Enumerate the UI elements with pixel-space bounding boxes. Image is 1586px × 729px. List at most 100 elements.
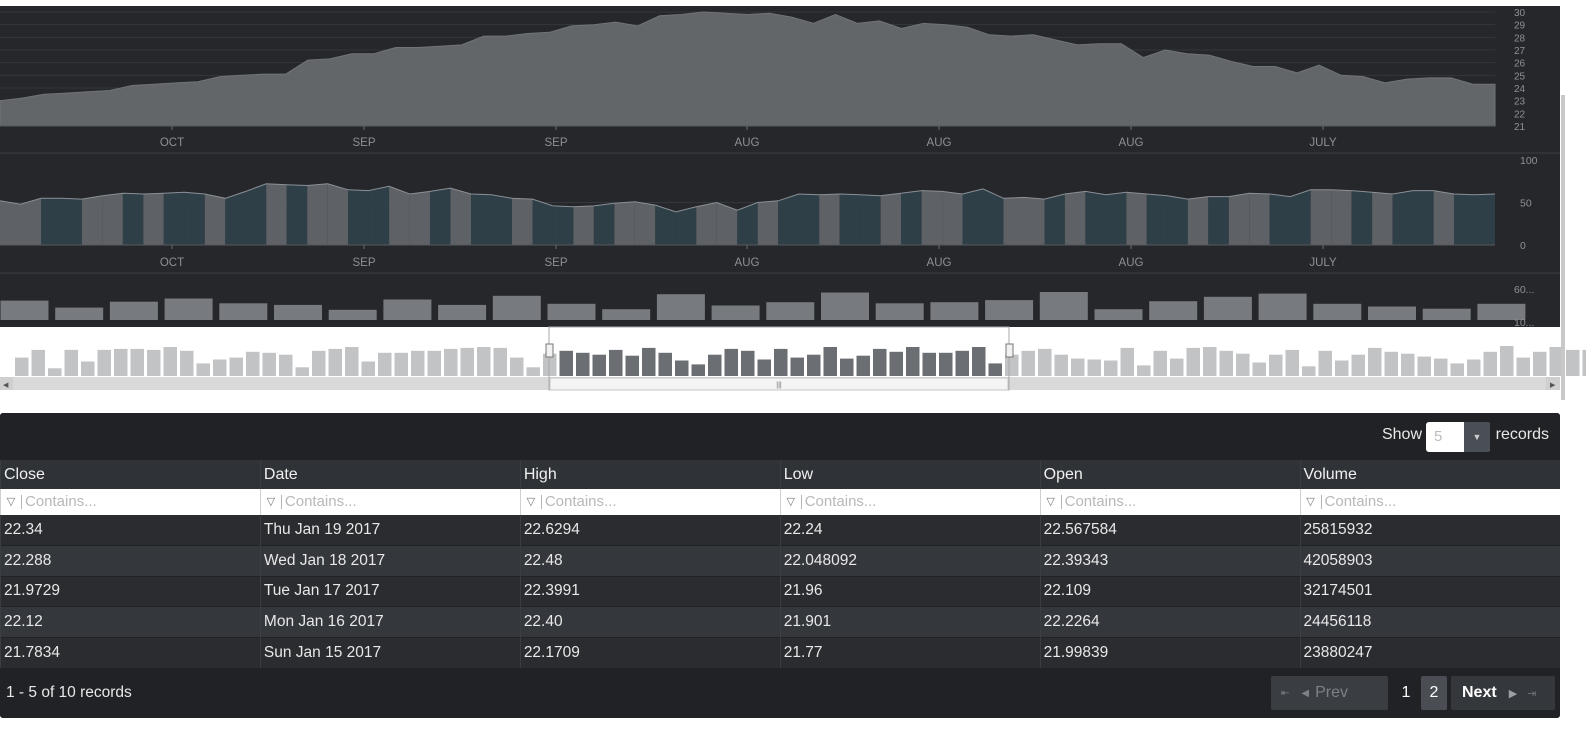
navigator-bar [1021, 350, 1035, 376]
indicator-segment [1351, 190, 1373, 245]
price-y-tick-label: 30 [1514, 8, 1526, 19]
cell-high: 22.1709 [519, 636, 781, 668]
records-table: Close Date High Low Open Volume ▽ Contain… [0, 460, 1560, 668]
navigator-bar [1351, 354, 1365, 376]
navigator-bar [675, 360, 689, 376]
table-row[interactable]: 22.288 Wed Jan 18 2017 22.48 22.048092 2… [0, 545, 1560, 577]
volume-bar [1368, 306, 1416, 320]
column-header-date[interactable]: Date [259, 460, 521, 489]
navigator-bar [295, 367, 309, 376]
page-size-value[interactable]: 5 [1434, 428, 1443, 445]
navigator-bar [1533, 351, 1547, 376]
filter-high[interactable]: ▽ Contains... [519, 489, 781, 516]
filter-low[interactable]: ▽ Contains... [779, 489, 1041, 516]
filter-date[interactable]: ▽ Contains... [259, 489, 521, 516]
indicator-segment [245, 183, 267, 245]
navigator-bar [1318, 350, 1332, 376]
column-header-low[interactable]: Low [779, 460, 1041, 489]
cell-low: 21.96 [779, 575, 1041, 607]
page-1-button[interactable]: 1 [1401, 684, 1411, 701]
prev-arrow-icon[interactable]: ◀ [1301, 687, 1310, 699]
cell-volume: 42058903 [1299, 545, 1560, 577]
navigator-bar [477, 347, 491, 376]
navigator-bar [1153, 350, 1167, 376]
filter-placeholder[interactable]: Contains... [1324, 493, 1397, 511]
filter-icon[interactable]: ▽ [1306, 496, 1315, 509]
column-header-volume[interactable]: Volume [1299, 460, 1560, 489]
navigator-bar [1269, 354, 1283, 376]
indicator-x-tick-label: OCT [160, 257, 184, 269]
indicator-x-tick-label: JULY [1309, 257, 1337, 269]
column-header-close[interactable]: Close [0, 460, 261, 489]
filter-volume[interactable]: ▽ Contains... [1299, 489, 1560, 516]
last-page-icon[interactable]: ⇥ [1527, 687, 1537, 700]
prev-label[interactable]: Prev [1315, 684, 1348, 701]
cell-volume: 32174501 [1299, 575, 1560, 607]
filter-placeholder[interactable]: Contains... [1064, 493, 1137, 511]
indicator-segment [286, 184, 308, 245]
navigator-bar [1434, 358, 1448, 376]
cell-low: 21.77 [779, 636, 1041, 668]
filter-placeholder[interactable]: Contains... [25, 493, 97, 511]
filter-close[interactable]: ▽ Contains... [0, 489, 261, 516]
navigator-bar [328, 348, 342, 376]
navigator-bar [856, 355, 870, 376]
navigator-bar [658, 352, 672, 376]
indicator-segment [1167, 195, 1188, 245]
indicator-segment [1044, 194, 1065, 245]
first-page-icon[interactable]: ⇤ [1281, 687, 1290, 699]
navigator-bar [444, 348, 458, 376]
filter-icon[interactable]: ▽ [526, 496, 536, 509]
filter-icon[interactable]: ▽ [1046, 496, 1055, 509]
column-header-high[interactable]: High [519, 460, 781, 489]
table-row[interactable]: 21.7834 Sun Jan 15 2017 22.1709 21.77 21… [0, 636, 1560, 668]
navigator-bar [394, 352, 408, 376]
volume-bar [1477, 303, 1526, 320]
navigator-bar [48, 368, 62, 376]
navigator-bar [559, 350, 573, 376]
table-row[interactable]: 22.34 Thu Jan 19 2017 22.6294 22.24 22.5… [0, 514, 1560, 546]
filter-icon[interactable]: ▽ [6, 496, 16, 509]
filter-icon[interactable]: ▽ [266, 496, 276, 509]
navigator-bar [1500, 346, 1514, 376]
indicator-segment [102, 193, 123, 245]
navigator-bar [576, 352, 590, 376]
prev-button[interactable]: ⇤ ◀ Prev [1271, 676, 1388, 710]
volume-bar [1258, 293, 1307, 320]
filter-open[interactable]: ▽ Contains... [1039, 489, 1301, 516]
indicator-segment [737, 202, 758, 245]
navigator-bar [823, 347, 837, 376]
navigator-bar [361, 361, 375, 376]
next-label[interactable]: Next [1462, 684, 1497, 701]
column-header-open[interactable]: Open [1039, 460, 1301, 489]
price-x-tick-label: SEP [352, 137, 375, 149]
navigator-bar [262, 352, 276, 376]
indicator-segment [327, 183, 349, 245]
cell-volume: 24456118 [1299, 606, 1560, 638]
table-row[interactable]: 21.9729 Tue Jan 17 2017 22.3991 21.96 22… [0, 575, 1560, 607]
next-arrow-icon[interactable]: ▶ [1508, 687, 1518, 700]
navigator-bar [1417, 356, 1431, 376]
filter-placeholder[interactable]: Contains... [544, 493, 617, 511]
volume-bar [821, 292, 869, 320]
navigator-bar [790, 357, 804, 376]
filter-placeholder[interactable]: Contains... [284, 493, 357, 511]
table-row[interactable]: 22.12 Mon Jan 16 2017 22.40 21.901 22.22… [0, 606, 1560, 638]
filter-placeholder[interactable]: Contains... [804, 493, 877, 511]
volume-bar [328, 309, 377, 320]
indicator-segment [389, 186, 410, 245]
scroll-left-icon: ◀ [3, 382, 9, 389]
page-2-button[interactable]: 2 [1421, 676, 1447, 710]
navigator-bar [741, 350, 755, 376]
indicator-segment [1331, 189, 1352, 245]
volume-bar [875, 303, 924, 320]
next-button[interactable]: Next ▶ ⇥ [1451, 676, 1555, 710]
page-size-dropdown[interactable]: 5 ▼ [1426, 422, 1490, 452]
chevron-down-icon[interactable]: ▼ [1464, 422, 1490, 452]
navigator-bar [1186, 347, 1200, 376]
navigator-bar [955, 350, 969, 376]
navigator-bar [163, 347, 177, 376]
volume-bar [219, 303, 268, 320]
navigator-bar [1219, 350, 1233, 376]
filter-icon[interactable]: ▽ [786, 496, 795, 509]
